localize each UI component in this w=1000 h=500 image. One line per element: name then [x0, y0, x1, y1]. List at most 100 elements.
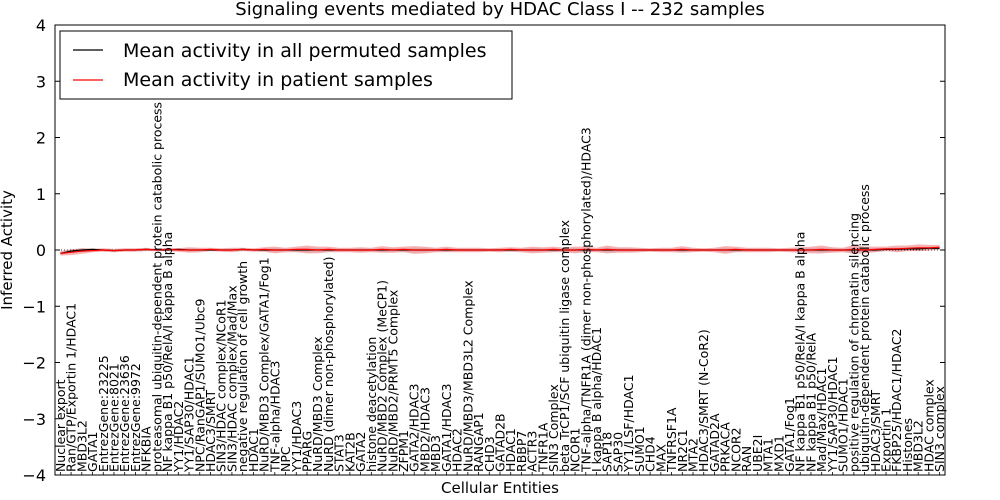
legend-patient-label: Mean activity in patient samples	[123, 69, 433, 91]
category-label: TNF-alpha/HDAC3	[267, 361, 282, 473]
category-label: MBD3	[428, 435, 443, 472]
category-label: YY1/LSF/HDAC1	[621, 374, 636, 473]
category-label: SIN3 Complex	[546, 384, 561, 472]
category-label: histone deacetylation	[364, 337, 379, 472]
category-label: GATAD2A	[707, 413, 722, 472]
category-label: EntrezGene:23636	[117, 355, 132, 472]
category-label: MBD2/HDAC3	[417, 387, 432, 472]
category-label: HDAC complex	[921, 379, 936, 472]
patient-mean-line	[60, 246, 940, 254]
category-label: NuRD/MBD2/PRMT5 Complex	[385, 290, 400, 472]
category-label: ZFPM1	[396, 430, 411, 472]
y-tick-label: −4	[22, 466, 46, 485]
category-label: EntrezGene:9972	[128, 363, 143, 472]
category-label: NuRD (dimer non-phosphorylated)	[321, 257, 336, 472]
category-label: SIN3/HDAC complex/NCoR1	[214, 299, 229, 472]
category-label: YY1/SAP30/HDAC1	[825, 356, 840, 473]
y-tick-label: 4	[36, 16, 46, 35]
category-label: MTA2	[686, 438, 701, 472]
category-label: HDAC1	[503, 428, 518, 472]
category-label: NuRD/MBD3 Complex	[310, 336, 325, 472]
category-label: SUMO1	[632, 426, 647, 472]
category-label: negative regulation of cell growth	[235, 261, 250, 472]
category-label: NFKBIA	[139, 426, 154, 472]
category-label: EntrezGene:8021	[107, 363, 122, 472]
category-label: NuRD/MBD3/MBD3L2 Complex	[460, 280, 475, 472]
category-label: TNF-alpha/TNFR1A (dimer non-phosphorylat…	[578, 127, 593, 473]
category-label: NuRD/MBD2 Complex (MeCP1)	[375, 280, 390, 472]
category-label: GATA2	[353, 432, 368, 472]
category-label: beta TrCP1/SCF ubiquitin ligase complex	[557, 220, 572, 472]
category-label: Mad/Max/HDAC1	[814, 368, 829, 472]
x-axis-title: Cellular Entities	[441, 479, 559, 497]
category-label: GATA2/HDAC3	[407, 384, 422, 472]
y-ticks: −4 −3 −2 −1 0 1 2 3 4	[22, 16, 945, 485]
category-label: YY1/SAP30/HDAC1	[182, 356, 197, 473]
category-label: NF kappa B1 p50/RelA	[804, 333, 819, 473]
category-label: YY1/HDAC2	[171, 401, 186, 473]
y-tick-label: −2	[22, 354, 46, 373]
y-tick-label: 1	[36, 185, 46, 204]
category-label: CHD3	[482, 436, 497, 472]
plot-frame	[54, 24, 946, 476]
category-label: RAN	[739, 446, 754, 472]
category-label: SIN3 complex	[932, 386, 947, 472]
category-label: NPC/RanGAP1/SUMO1/Ubc9	[192, 298, 207, 472]
category-label: MTA1	[761, 438, 776, 472]
legend-permuted-label: Mean activity in all permuted samples	[123, 40, 486, 62]
legend: Mean activity in all permuted samples Me…	[59, 30, 513, 100]
legend-box	[59, 30, 513, 100]
category-label: YY1/HDAC3	[289, 401, 304, 473]
category-label: MBD3L2	[911, 420, 926, 472]
category-label: Exportin 1	[879, 408, 894, 472]
category-label: HDAC2	[450, 428, 465, 472]
category-label: ubiquitin-dependent protein catabolic pr…	[857, 184, 872, 472]
category-label: NCOR2	[728, 427, 743, 472]
category-label: MAX	[653, 444, 668, 472]
category-label: CHD4	[643, 436, 658, 472]
category-label: GATAD2B	[493, 413, 508, 472]
category-label: STAT3	[332, 434, 347, 472]
category-label: SAP18	[600, 432, 615, 472]
y-tick-label: −1	[22, 297, 46, 316]
category-label: GATA1/Fog1	[782, 397, 797, 472]
y-tick-label: 2	[36, 129, 46, 148]
category-label: PPARG	[300, 431, 315, 472]
y-tick-label: −3	[22, 410, 46, 429]
y-tick-label: 0	[36, 241, 46, 260]
category-label: Nuclear export	[53, 379, 68, 472]
category-label: positive regulation of chromatin silenci…	[846, 213, 861, 472]
category-label: proteasomal ubiquitin-dependent protein …	[149, 102, 164, 472]
category-label: FKBP25/HDAC1/HDAC2	[889, 328, 904, 471]
category-label: MXD1	[771, 435, 786, 472]
category-label: TNFR1A	[535, 422, 550, 473]
category-label: HDAC3/SMRT	[203, 389, 218, 472]
category-label: NPC	[278, 446, 293, 472]
category-label: GATA1	[85, 432, 100, 472]
category-label: SAP30	[611, 432, 626, 472]
y-tick-label: 3	[36, 72, 46, 91]
category-label: GATA1/HDAC3	[439, 384, 454, 472]
category-label: HDAC3/SMRT	[868, 389, 883, 472]
category-label: NCOR1	[568, 427, 583, 472]
category-label: TNFRSF1A	[664, 407, 679, 473]
chart-title: Signaling events mediated by HDAC Class …	[235, 0, 764, 20]
category-label: NR2C1	[675, 429, 690, 472]
category-label: ACTR3	[525, 431, 540, 472]
category-label: SUMO1/HDAC1	[836, 378, 851, 472]
category-label: MBD3L2	[74, 420, 89, 472]
category-label: Ran/GTP/Exportin 1/HDAC1	[64, 303, 79, 472]
category-label: NuRD/MBD3 Complex/GATA1/Fog1	[257, 257, 272, 472]
category-label: NF kappa B1 p50/RelA/I kappa B alpha	[160, 232, 175, 472]
category-label: NF kappa B1 p50/RelA/I kappa B alpha	[793, 232, 808, 472]
category-label: Histones	[900, 418, 915, 472]
category-label: I kappa B alpha/HDAC1	[589, 327, 604, 472]
category-label: HDAC1	[246, 428, 261, 472]
y-axis-title: Inferred Activity	[0, 190, 16, 310]
category-label: KAT2B	[342, 432, 357, 472]
category-label: UBE2I	[750, 435, 765, 472]
plot-area	[55, 244, 945, 256]
category-label: EntrezGene:23225	[96, 355, 111, 472]
